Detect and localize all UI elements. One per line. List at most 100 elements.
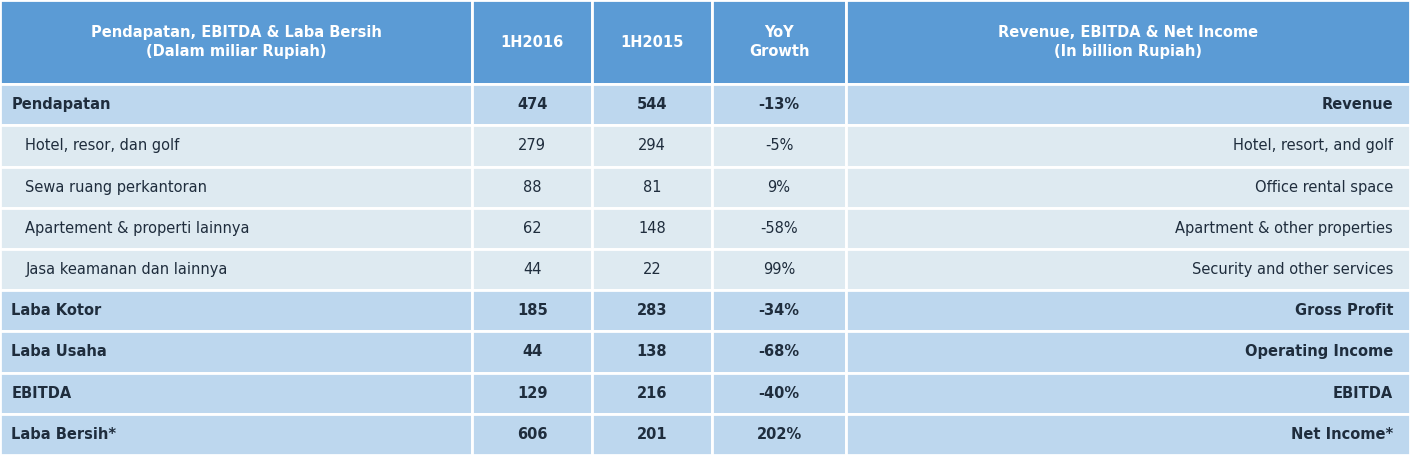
Bar: [592, 84, 712, 126]
Bar: [846, 414, 1410, 455]
Bar: [0, 126, 472, 167]
Text: 1H2016: 1H2016: [501, 35, 564, 50]
Text: Hotel, resor, dan golf: Hotel, resor, dan golf: [25, 138, 179, 153]
Text: Pendapatan: Pendapatan: [11, 97, 111, 112]
Text: -13%: -13%: [759, 97, 799, 112]
Text: Office rental space: Office rental space: [1255, 180, 1393, 195]
Bar: [0, 290, 472, 331]
Text: Security and other services: Security and other services: [1191, 262, 1393, 277]
Text: Gross Profit: Gross Profit: [1294, 303, 1393, 318]
Text: 202%: 202%: [756, 427, 802, 442]
Bar: [592, 208, 712, 249]
Text: 216: 216: [637, 386, 667, 401]
Bar: [712, 249, 846, 290]
Bar: [712, 414, 846, 455]
Bar: [592, 126, 712, 167]
Bar: [592, 331, 712, 373]
Bar: [472, 0, 592, 84]
Text: 44: 44: [522, 344, 543, 359]
Text: 544: 544: [637, 97, 667, 112]
Bar: [472, 290, 592, 331]
Text: 294: 294: [639, 138, 666, 153]
Text: 99%: 99%: [763, 262, 795, 277]
Text: Revenue: Revenue: [1321, 97, 1393, 112]
Text: 474: 474: [517, 97, 547, 112]
Text: EBITDA: EBITDA: [1332, 386, 1393, 401]
Text: -40%: -40%: [759, 386, 799, 401]
Bar: [592, 0, 712, 84]
Text: Revenue, EBITDA & Net Income
(In billion Rupiah): Revenue, EBITDA & Net Income (In billion…: [998, 25, 1258, 59]
Bar: [0, 167, 472, 208]
Bar: [712, 331, 846, 373]
Text: 185: 185: [517, 303, 547, 318]
Text: 44: 44: [523, 262, 541, 277]
Bar: [712, 373, 846, 414]
Bar: [846, 208, 1410, 249]
Bar: [592, 167, 712, 208]
Bar: [712, 290, 846, 331]
Bar: [472, 84, 592, 126]
Text: 129: 129: [517, 386, 547, 401]
Bar: [846, 0, 1410, 84]
Bar: [592, 414, 712, 455]
Bar: [472, 331, 592, 373]
Bar: [0, 84, 472, 126]
Text: Jasa keamanan dan lainnya: Jasa keamanan dan lainnya: [25, 262, 228, 277]
Text: Net Income*: Net Income*: [1290, 427, 1393, 442]
Bar: [472, 126, 592, 167]
Bar: [472, 414, 592, 455]
Bar: [846, 249, 1410, 290]
Text: Laba Bersih*: Laba Bersih*: [11, 427, 117, 442]
Text: 9%: 9%: [767, 180, 791, 195]
Text: -68%: -68%: [759, 344, 799, 359]
Bar: [712, 0, 846, 84]
Text: EBITDA: EBITDA: [11, 386, 72, 401]
Text: 62: 62: [523, 221, 541, 236]
Text: 138: 138: [637, 344, 667, 359]
Bar: [472, 208, 592, 249]
Bar: [846, 126, 1410, 167]
Text: 1H2015: 1H2015: [620, 35, 684, 50]
Bar: [0, 0, 472, 84]
Bar: [846, 331, 1410, 373]
Text: Apartement & properti lainnya: Apartement & properti lainnya: [25, 221, 250, 236]
Bar: [592, 249, 712, 290]
Text: 148: 148: [639, 221, 666, 236]
Bar: [472, 249, 592, 290]
Bar: [712, 126, 846, 167]
Text: 201: 201: [637, 427, 667, 442]
Text: 22: 22: [643, 262, 661, 277]
Text: Pendapatan, EBITDA & Laba Bersih
(Dalam miliar Rupiah): Pendapatan, EBITDA & Laba Bersih (Dalam …: [90, 25, 382, 59]
Text: Apartment & other properties: Apartment & other properties: [1176, 221, 1393, 236]
Text: 81: 81: [643, 180, 661, 195]
Text: Sewa ruang perkantoran: Sewa ruang perkantoran: [25, 180, 207, 195]
Bar: [472, 373, 592, 414]
Bar: [712, 167, 846, 208]
Text: -34%: -34%: [759, 303, 799, 318]
Text: Laba Usaha: Laba Usaha: [11, 344, 107, 359]
Bar: [0, 373, 472, 414]
Bar: [846, 373, 1410, 414]
Text: 279: 279: [519, 138, 546, 153]
Bar: [0, 331, 472, 373]
Text: Laba Kotor: Laba Kotor: [11, 303, 102, 318]
Bar: [592, 290, 712, 331]
Bar: [472, 167, 592, 208]
Text: YoY
Growth: YoY Growth: [749, 25, 809, 59]
Text: -5%: -5%: [764, 138, 794, 153]
Bar: [712, 208, 846, 249]
Text: 283: 283: [637, 303, 667, 318]
Text: -58%: -58%: [760, 221, 798, 236]
Text: Operating Income: Operating Income: [1245, 344, 1393, 359]
Text: 606: 606: [517, 427, 547, 442]
Bar: [712, 84, 846, 126]
Text: Hotel, resort, and golf: Hotel, resort, and golf: [1234, 138, 1393, 153]
Bar: [592, 373, 712, 414]
Bar: [0, 208, 472, 249]
Bar: [0, 249, 472, 290]
Bar: [846, 290, 1410, 331]
Bar: [846, 167, 1410, 208]
Text: 88: 88: [523, 180, 541, 195]
Bar: [846, 84, 1410, 126]
Bar: [0, 414, 472, 455]
